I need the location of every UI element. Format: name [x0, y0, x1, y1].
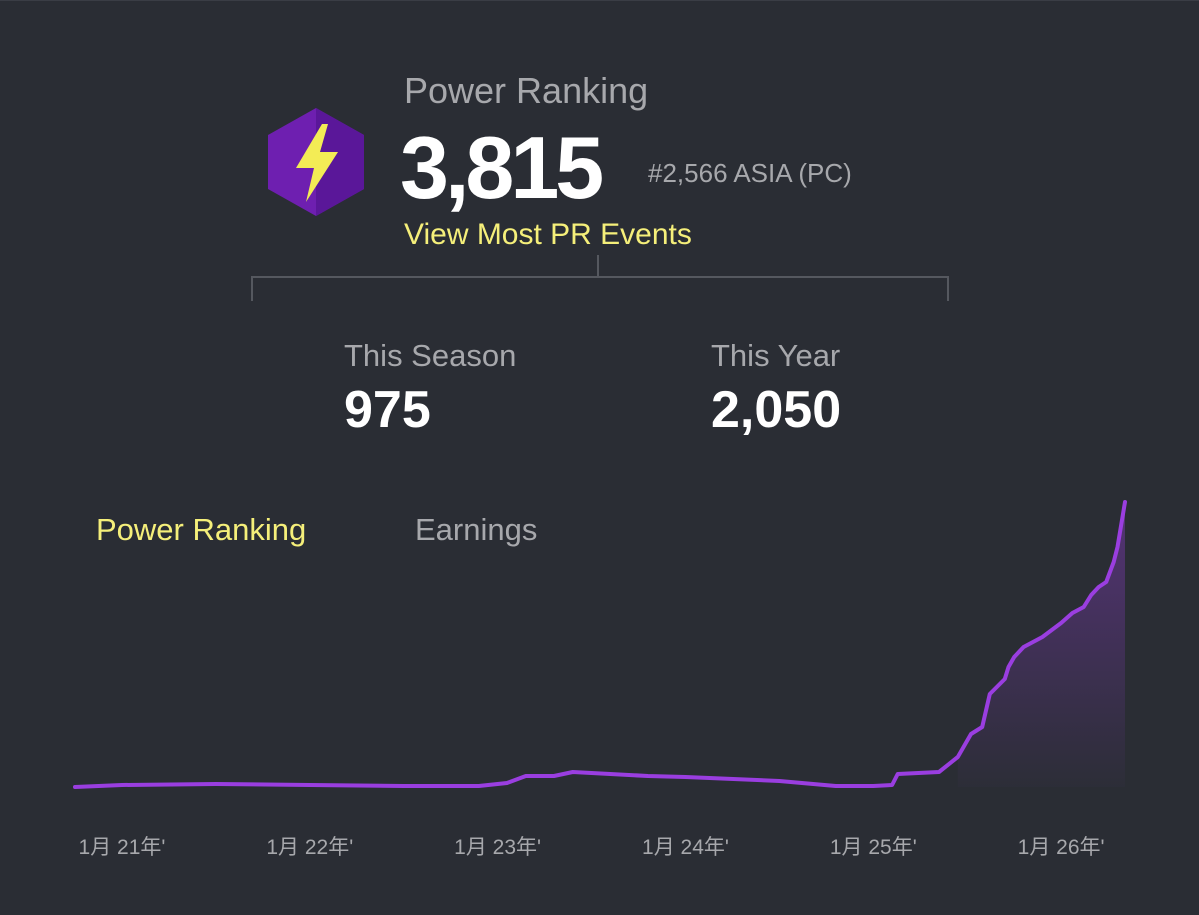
x-tick-label: 1月 22年' [266, 836, 353, 859]
power-ranking-title: Power Ranking [404, 70, 649, 111]
this-season-label: This Season [344, 338, 517, 373]
stats-divider-bracket [251, 255, 949, 301]
tab-power-ranking[interactable]: Power Ranking [96, 512, 307, 547]
view-most-pr-events-link[interactable]: View Most PR Events [404, 218, 692, 251]
this-season-stat: This Season 975 [344, 338, 516, 440]
this-year-stat: This Year 2,050 [711, 338, 841, 440]
x-axis-ticks: 1月 21年' 1月 22年' 1月 23年' 1月 24年' 1月 25年' 1月 26… [79, 836, 1105, 859]
x-tick-label: 1月 26年' [1018, 836, 1105, 859]
chart-area-fill [957, 502, 1125, 787]
x-tick-label: 1月 25年' [830, 836, 917, 859]
chart-series-line [73, 500, 1127, 789]
this-year-label: This Year [711, 338, 841, 373]
power-ranking-value: 3,815 [400, 118, 604, 217]
top-border [0, 0, 1199, 1]
lightning-hexagon-icon [268, 108, 364, 216]
this-year-value: 2,050 [711, 381, 842, 439]
regional-rank: #2,566 ASIA (PC) [648, 158, 852, 188]
x-tick-label: 1月 24年' [642, 836, 729, 859]
x-tick-label: 1月 21年' [79, 836, 166, 859]
tab-earnings[interactable]: Earnings [415, 512, 538, 547]
this-season-value: 975 [344, 381, 431, 439]
power-ranking-chart: 1月 21年' 1月 22年' 1月 23年' 1月 24年' 1月 25年' 1月 26… [73, 500, 1127, 859]
x-tick-label: 1月 23年' [454, 836, 541, 859]
